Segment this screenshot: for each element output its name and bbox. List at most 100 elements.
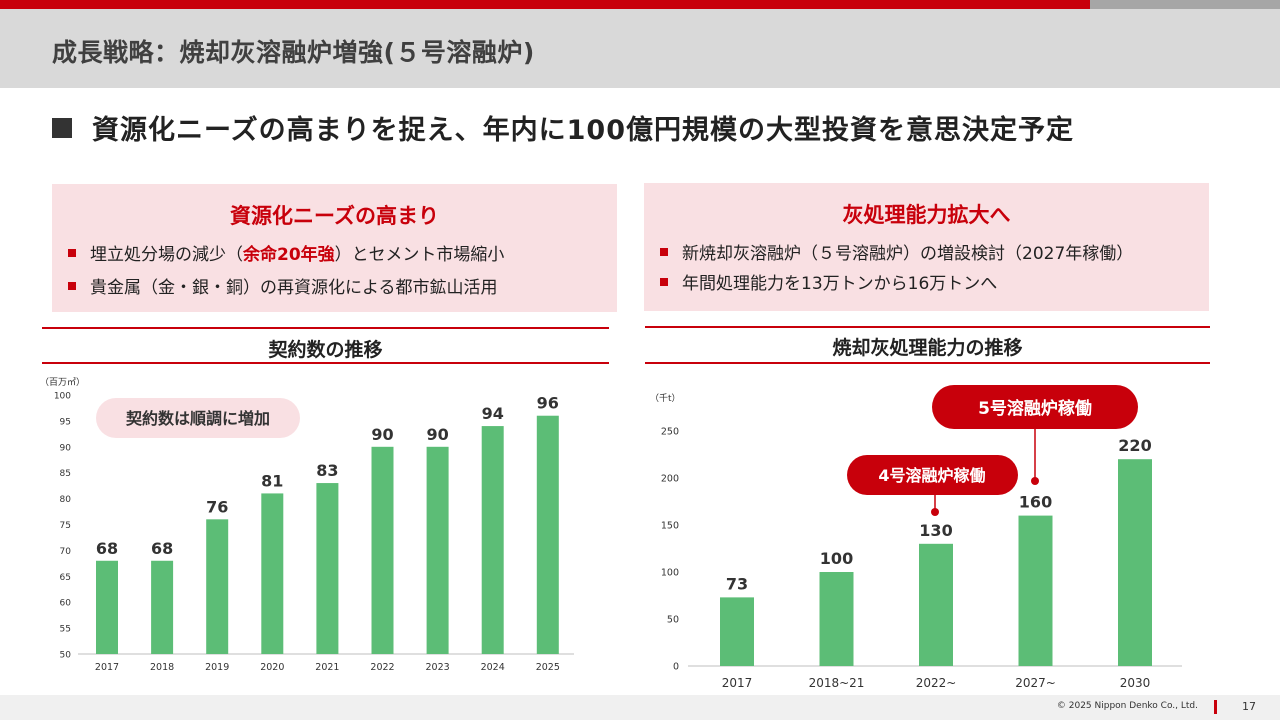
item-text: 貴金属（金・銀・銅）の再資源化による都市鉱山活用	[90, 278, 498, 298]
bar-2017	[720, 597, 754, 666]
value-label: 96	[537, 394, 559, 413]
x-tick-label: 2023	[426, 662, 450, 673]
section-rule-top-right	[645, 326, 1210, 328]
y-tick-label: 90	[60, 443, 72, 453]
bar-2025	[536, 415, 559, 654]
ash-capacity-chart: （千t） 0 50 100 150 200 250 73 2017 100 2018~21 130 2…	[650, 385, 1182, 690]
y-tick-label: 60	[60, 599, 72, 609]
bar-2027~	[1018, 515, 1053, 666]
item-text-highlight: 余命20年強	[243, 245, 335, 265]
item-text-post: ）とセメント市場縮小	[334, 245, 505, 265]
x-tick-label: 2017	[722, 676, 753, 690]
item-text: 新焼却灰溶融炉（５号溶融炉）の増設検討（2027年稼働）	[682, 244, 1134, 264]
headline-row: 資源化ニーズの高まりを捉え、年内に100億円規模の大型投資を意思決定予定	[52, 108, 1074, 147]
contracts-callout-text: 契約数は順調に増加	[125, 409, 270, 428]
furnace5-callout-bg	[932, 385, 1138, 429]
x-tick-label: 2022	[370, 662, 394, 673]
value-label: 100	[820, 549, 853, 568]
x-tick-label: 2030	[1120, 676, 1151, 690]
page-number: 17	[1242, 700, 1256, 713]
item-text: 年間処理能力を13万トンから16万トンへ	[682, 274, 998, 294]
value-label: 90	[371, 425, 393, 444]
footer	[0, 695, 1280, 720]
title-bar	[0, 9, 1280, 88]
footer-accent-mark	[1214, 700, 1217, 714]
square-bullet-icon	[52, 117, 72, 138]
y-tick-label: 50	[667, 615, 679, 626]
y-tick-label: 85	[60, 469, 71, 479]
x-tick-label: 2024	[481, 662, 505, 673]
value-label: 73	[726, 574, 748, 593]
y-tick-label: 50	[60, 651, 72, 661]
bar-2018	[151, 560, 174, 654]
resource-needs-item-2: 貴金属（金・銀・銅）の再資源化による都市鉱山活用	[68, 273, 498, 298]
capacity-expansion-box: 灰処理能力拡大へ 新焼却灰溶融炉（５号溶融炉）の増設検討（2027年稼働） 年間…	[644, 183, 1209, 311]
y-tick-label: 55	[60, 625, 71, 635]
resource-needs-title: 資源化ニーズの高まり	[230, 204, 439, 228]
furnace4-callout: 4号溶融炉稼働	[847, 455, 1018, 516]
value-label: 68	[151, 539, 173, 558]
y-tick-label: 0	[673, 662, 679, 673]
bar-2030	[1118, 459, 1152, 666]
furnace5-callout-text: 5号溶融炉稼働	[978, 398, 1092, 419]
value-label: 68	[96, 539, 118, 558]
capacity-expansion-title: 灰処理能力拡大へ	[842, 203, 1011, 227]
x-tick-label: 2018	[150, 662, 174, 673]
top-gray-bar	[1090, 0, 1280, 9]
y-tick-label: 150	[661, 521, 679, 532]
top-accent-bar	[0, 0, 1090, 9]
furnace5-callout: 5号溶融炉稼働	[932, 385, 1138, 485]
value-label: 81	[261, 471, 283, 490]
slide-title: 成長戦略：焼却灰溶融炉増強(５号溶融炉)	[52, 38, 535, 67]
y-tick-label: 75	[60, 521, 71, 531]
bullet-icon	[68, 281, 76, 290]
x-tick-label: 2020	[260, 662, 284, 673]
bullet-icon	[660, 247, 668, 256]
contracts-callout-bg	[96, 398, 300, 438]
value-label: 90	[426, 425, 448, 444]
bar-2022~	[919, 543, 953, 666]
y-tick-label: 250	[661, 427, 679, 438]
ash-chart-marks: 0 50 100 150 200 250 73 2017 100 2018~21 130 2022~ 1…	[661, 427, 1182, 690]
bar-2017	[96, 560, 118, 654]
furnace4-callout-text: 4号溶融炉稼働	[878, 466, 985, 485]
y-tick-label: 100	[54, 392, 71, 402]
bar-2019	[206, 519, 229, 654]
x-tick-label: 2025	[536, 662, 560, 673]
furnace4-dot	[931, 508, 939, 516]
bar-2023	[426, 446, 449, 654]
x-tick-label: 2022~	[916, 676, 957, 690]
y-tick-label: 100	[661, 568, 679, 579]
value-label: 130	[919, 521, 952, 540]
contracts-section-title: 契約数の推移	[268, 339, 383, 361]
bar-2022	[371, 446, 394, 654]
contracts-callout: 契約数は順調に増加	[96, 398, 300, 438]
copyright: © 2025 Nippon Denko Co., Ltd.	[1056, 701, 1198, 711]
contracts-unit-label: （百万㎥）	[40, 377, 85, 388]
x-tick-label: 2018~21	[809, 676, 865, 690]
y-tick-label: 65	[60, 573, 71, 583]
value-label: 76	[206, 497, 228, 516]
bar-2024	[481, 426, 504, 654]
furnace4-callout-bg	[847, 455, 1018, 495]
bullet-icon	[68, 248, 76, 257]
value-label: 83	[316, 461, 338, 480]
bar-2018~21	[819, 572, 854, 666]
value-label: 220	[1118, 436, 1151, 455]
resource-needs-box: 資源化ニーズの高まり 埋立処分場の減少（ 余命20年強 ）とセメント市場縮小 貴金属…	[52, 184, 617, 312]
bar-2021	[316, 483, 339, 654]
value-label: 160	[1019, 493, 1052, 512]
bar-2020	[261, 493, 284, 654]
x-tick-label: 2019	[205, 662, 229, 673]
capacity-expansion-item-1: 新焼却灰溶融炉（５号溶融炉）の増設検討（2027年稼働）	[660, 239, 1133, 264]
x-tick-label: 2027~	[1015, 676, 1056, 690]
x-tick-label: 2017	[95, 662, 119, 673]
headline: 資源化ニーズの高まりを捉え、年内に100億円規模の大型投資を意思決定予定	[92, 115, 1075, 146]
y-tick-label: 80	[60, 495, 72, 505]
contracts-chart-marks: 50 55 60 65 70 75 80 85 90 95 100 68 2017 68 2018 76 201…	[54, 392, 574, 673]
capacity-expansion-item-2: 年間処理能力を13万トンから16万トンへ	[660, 269, 997, 294]
resource-needs-item-1: 埋立処分場の減少（ 余命20年強 ）とセメント市場縮小	[68, 240, 504, 265]
value-label: 94	[482, 404, 504, 423]
y-tick-label: 70	[60, 547, 72, 557]
section-rule-top-left	[42, 327, 609, 329]
